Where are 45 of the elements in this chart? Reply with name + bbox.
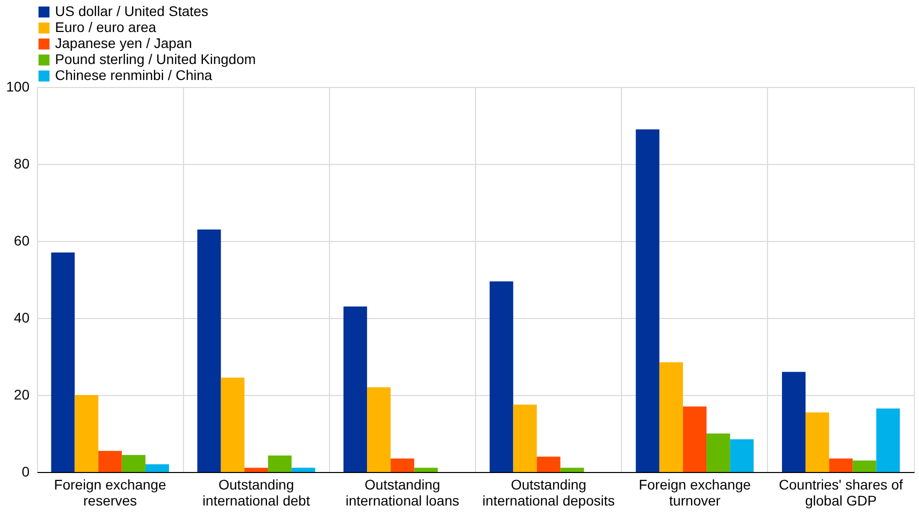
y-tick-label: 20: [14, 386, 30, 402]
bar: [706, 434, 730, 472]
bar: [659, 362, 683, 472]
x-tick-label: Foreign exchange reserves: [54, 476, 166, 508]
bar: [122, 455, 146, 472]
bar: [490, 281, 514, 472]
x-tick-label: Countries' shares of global GDP: [778, 476, 904, 508]
bar: [51, 252, 75, 472]
bar: [730, 439, 754, 472]
bar: [220, 378, 244, 472]
x-tick-label: Foreign exchange turnover: [638, 476, 751, 508]
bar: [98, 450, 122, 472]
bar: [414, 468, 438, 472]
bar: [390, 458, 414, 472]
y-tick-label: 60: [14, 232, 30, 248]
bar: [829, 458, 853, 472]
bar: [367, 387, 391, 472]
bar: [560, 468, 584, 472]
bar: [197, 229, 221, 472]
x-tick-label: Outstanding international debt: [202, 476, 310, 508]
bar: [244, 468, 268, 472]
x-tick-label: Outstanding international loans: [346, 476, 460, 508]
bar: [292, 468, 316, 472]
bar: [682, 406, 707, 472]
bar: [782, 372, 806, 472]
bar: [268, 455, 292, 472]
legend-label: Pound sterling / United Kingdom: [55, 51, 256, 67]
x-tick-label: Outstanding international deposits: [482, 476, 615, 508]
y-tick-label: 80: [14, 156, 30, 172]
bar: [536, 456, 560, 472]
bar: [806, 412, 830, 472]
y-tick-label: 0: [22, 464, 30, 480]
y-tick-label: 100: [6, 78, 30, 94]
bar: [145, 464, 170, 472]
legend-label: Euro / euro area: [55, 19, 156, 35]
legend-label: Japanese yen / Japan: [55, 35, 192, 51]
bar: [852, 460, 876, 472]
legend-label: Chinese renminbi / China: [55, 67, 212, 83]
y-tick-label: 40: [14, 310, 30, 326]
legend-label: US dollar / United States: [55, 3, 208, 19]
bar: [513, 404, 537, 472]
bar: [636, 129, 660, 472]
bar: [74, 395, 98, 472]
bar: [876, 408, 900, 472]
bar: [343, 306, 368, 472]
